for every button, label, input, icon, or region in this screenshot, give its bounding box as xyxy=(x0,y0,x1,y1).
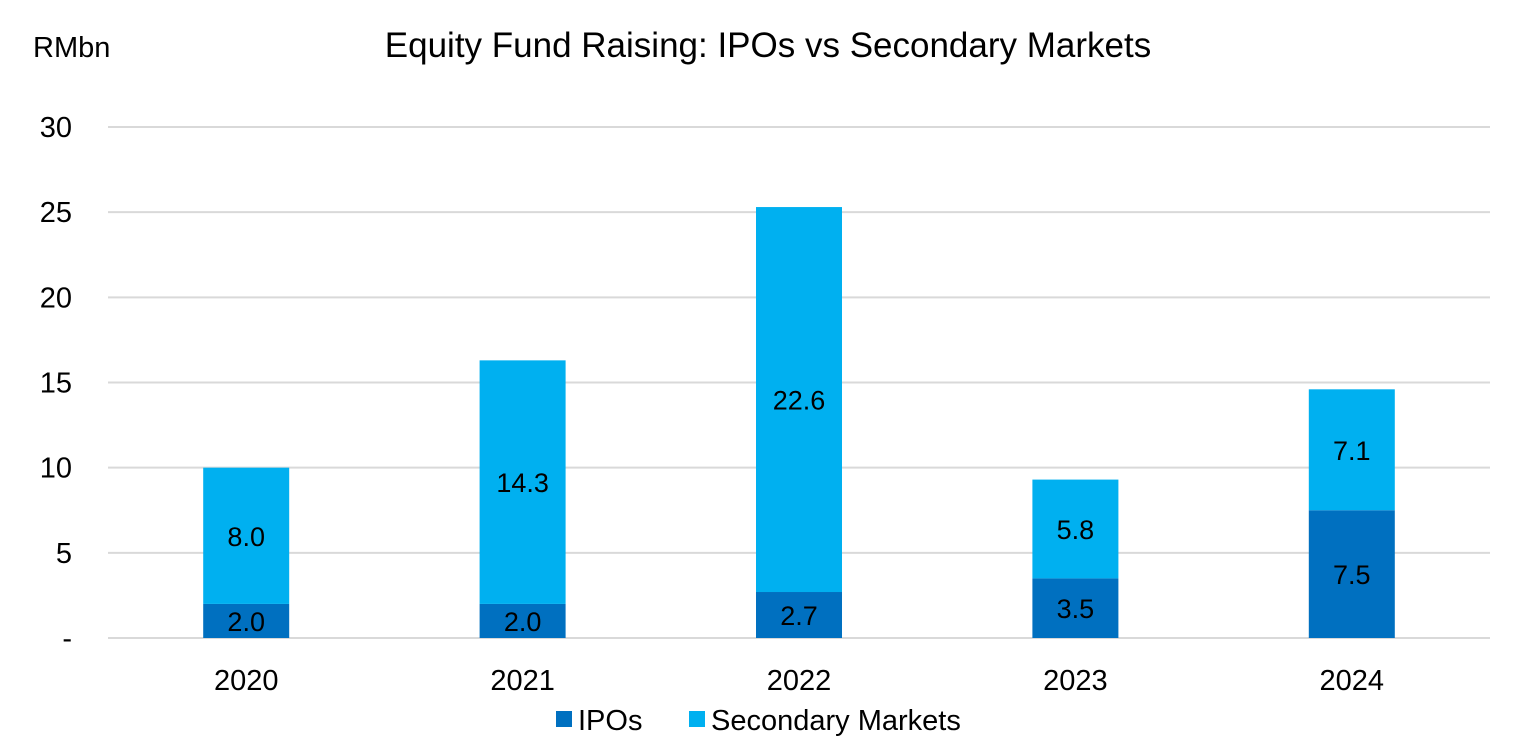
y-tick-label: 25 xyxy=(40,197,72,229)
data-label: 14.3 xyxy=(496,468,549,498)
data-label: 22.6 xyxy=(773,386,826,416)
x-tick-label: 2021 xyxy=(490,665,555,697)
bar-ipos xyxy=(203,603,290,638)
bars: 2.0 8.0 2.0 14.3 2.7 22.6 3.5 5.8 7.5 7.1 xyxy=(203,207,1395,638)
bar-secondary-markets xyxy=(203,467,290,604)
bar-ipos xyxy=(1308,510,1395,638)
data-label: 2.0 xyxy=(227,607,265,637)
x-tick-label: 2023 xyxy=(1043,665,1108,697)
y-axis-ticks: - 5 10 15 20 25 30 xyxy=(40,112,72,655)
y-tick-label: - xyxy=(62,623,72,655)
x-axis-ticks: 2020 2021 2022 2023 2024 xyxy=(214,665,1384,697)
legend: IPOs Secondary Markets xyxy=(556,705,961,737)
data-label: 2.7 xyxy=(780,601,818,631)
chart-title: Equity Fund Raising: IPOs vs Secondary M… xyxy=(385,26,1151,65)
data-label: 3.5 xyxy=(1057,594,1095,624)
bar-ipos xyxy=(1032,578,1119,638)
bar-secondary-markets xyxy=(1032,479,1119,579)
y-tick-label: 20 xyxy=(40,282,72,314)
y-tick-label: 30 xyxy=(40,112,72,144)
bar-ipos xyxy=(756,592,842,638)
bar-secondary-markets xyxy=(479,360,566,604)
x-tick-label: 2022 xyxy=(767,665,832,697)
data-label: 7.5 xyxy=(1333,560,1371,590)
x-tick-label: 2024 xyxy=(1320,665,1385,697)
bar-ipos xyxy=(479,603,566,638)
y-tick-label: 15 xyxy=(40,368,72,400)
data-label: 7.1 xyxy=(1333,436,1371,466)
y-axis-unit-label: RMbn xyxy=(33,32,110,64)
y-tick-label: 10 xyxy=(40,453,72,485)
data-label: 2.0 xyxy=(504,607,542,637)
bar-secondary-markets xyxy=(756,207,842,593)
data-label: 8.0 xyxy=(227,522,265,552)
x-tick-label: 2020 xyxy=(214,665,279,697)
bar-secondary-markets xyxy=(1308,389,1395,511)
legend-label: IPOs xyxy=(578,705,642,737)
data-label: 5.8 xyxy=(1057,515,1095,545)
y-tick-label: 5 xyxy=(56,538,72,570)
legend-label: Secondary Markets xyxy=(711,705,961,737)
legend-swatch xyxy=(689,711,705,727)
legend-swatch xyxy=(556,711,572,727)
